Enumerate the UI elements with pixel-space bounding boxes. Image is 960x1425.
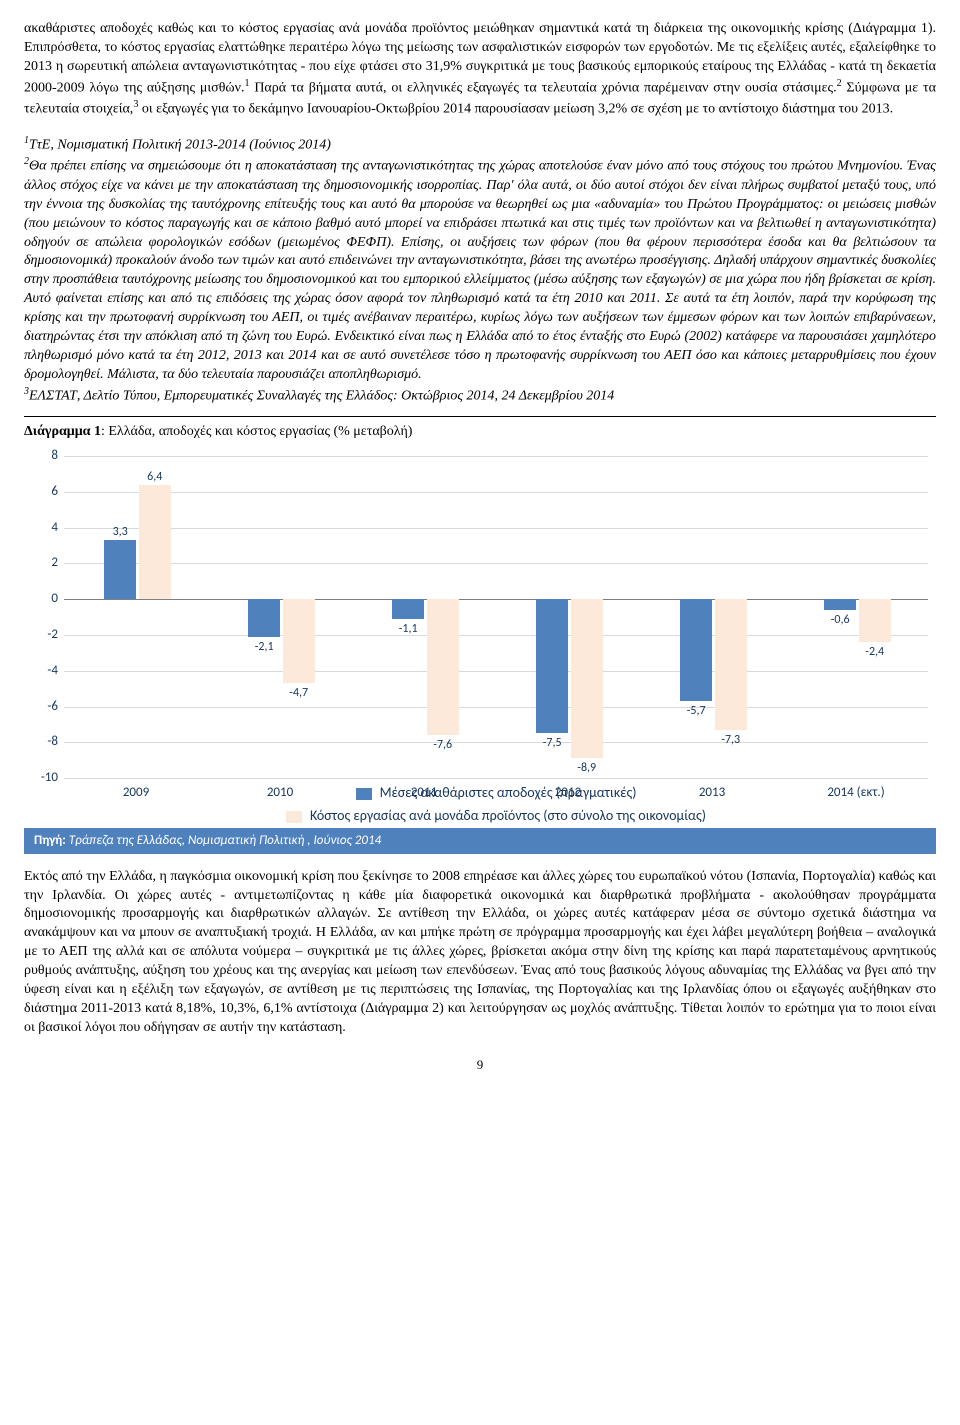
legend-label-b: Κόστος εργασίας ανά μονάδα προϊόντος (στ… — [310, 807, 706, 826]
legend-series-b: Κόστος εργασίας ανά μονάδα προϊόντος (στ… — [286, 807, 706, 826]
chart-bar — [536, 599, 568, 733]
chart-title-bold: Διάγραμμα 1 — [24, 424, 101, 439]
chart-group: 2014 (εκτ.)-0,6-2,4 — [784, 456, 928, 778]
chart-value-label: -7,6 — [423, 737, 463, 753]
chart-group: 20093,36,4 — [64, 456, 208, 778]
chart-ytick: -6 — [30, 698, 58, 716]
chart: -10-8-6-4-20246820093,36,42010-2,1-4,720… — [24, 448, 936, 828]
chart-bar — [859, 599, 891, 642]
footnotes-block: 1ΤτΕ, Νομισματική Πολιτική 2013-2014 (Ιο… — [24, 134, 936, 406]
legend-series-a: Μέσες ακαθάριστες αποδοχές (πραγματικές) — [356, 784, 637, 803]
chart-legend: Μέσες ακαθάριστες αποδοχές (πραγματικές)… — [64, 782, 928, 828]
chart-value-label: -7,5 — [532, 735, 572, 751]
source-text: Τράπεζα της Ελλάδας, Νομισματική Πολιτικ… — [66, 833, 381, 848]
chart-bar — [427, 599, 459, 735]
chart-group: 2013-5,7-7,3 — [640, 456, 784, 778]
chart-plot-area: -10-8-6-4-20246820093,36,42010-2,1-4,720… — [64, 456, 928, 778]
source-label: Πηγή: — [34, 833, 66, 848]
chart-bar — [392, 599, 424, 619]
p1-text-d: οι εξαγωγές για το δεκάμηνο Ιανουαρίου-Ο… — [138, 102, 893, 117]
footnote-2: 2Θα πρέπει επίσης να σημειώσουμε ότι η α… — [24, 155, 936, 384]
footnote-1-text: ΤτΕ, Νομισματική Πολιτική 2013-2014 (Ιού… — [29, 137, 331, 152]
chart-value-label: 3,3 — [100, 524, 140, 540]
chart-value-label: -4,7 — [279, 685, 319, 701]
chart-source: Πηγή: Τράπεζα της Ελλάδας, Νομισματική Π… — [24, 828, 936, 854]
chart-ytick: 6 — [30, 483, 58, 501]
chart-value-label: -7,3 — [711, 732, 751, 748]
chart-value-label: -8,9 — [567, 760, 607, 776]
legend-swatch-a — [356, 788, 372, 800]
chart-bar — [248, 599, 280, 637]
chart-ytick: 8 — [30, 447, 58, 465]
page-number: 9 — [24, 1056, 936, 1074]
chart-title: Διάγραμμα 1: Ελλάδα, αποδοχές και κόστος… — [24, 423, 936, 442]
footnote-2-text: Θα πρέπει επίσης να σημειώσουμε ότι η απ… — [24, 159, 936, 382]
paragraph-2: Εκτός από την Ελλάδα, η παγκόσμια οικονο… — [24, 868, 936, 1038]
chart-group: 2011-1,1-7,6 — [352, 456, 496, 778]
chart-value-label: -2,4 — [855, 644, 895, 660]
chart-bar — [139, 485, 171, 599]
chart-bar — [283, 599, 315, 683]
divider — [24, 416, 936, 417]
chart-ytick: -8 — [30, 734, 58, 752]
p2-text: Εκτός από την Ελλάδα, η παγκόσμια οικονο… — [24, 869, 936, 1035]
footnote-1: 1ΤτΕ, Νομισματική Πολιτική 2013-2014 (Ιο… — [24, 134, 936, 156]
chart-group: 2010-2,1-4,7 — [208, 456, 352, 778]
chart-bar — [680, 599, 712, 701]
chart-value-label: -5,7 — [676, 703, 716, 719]
chart-ytick: 2 — [30, 555, 58, 573]
chart-bar — [824, 599, 856, 610]
legend-swatch-b — [286, 811, 302, 823]
footnote-3: 3ΕΛΣΤΑΤ, Δελτίο Τύπου, Εμπορευματικές Συ… — [24, 385, 936, 407]
footnote-3-text: ΕΛΣΤΑΤ, Δελτίο Τύπου, Εμπορευματικές Συν… — [29, 388, 614, 403]
chart-value-label: -1,1 — [388, 621, 428, 637]
chart-title-rest: : Ελλάδα, αποδοχές και κόστος εργασίας (… — [101, 424, 412, 439]
chart-group: 2012-7,5-8,9 — [496, 456, 640, 778]
legend-label-a: Μέσες ακαθάριστες αποδοχές (πραγματικές) — [380, 784, 637, 803]
chart-value-label: -2,1 — [244, 639, 284, 655]
chart-value-label: 6,4 — [135, 469, 175, 485]
chart-value-label: -0,6 — [820, 612, 860, 628]
chart-ytick: -2 — [30, 626, 58, 644]
chart-bar — [571, 599, 603, 758]
chart-ytick: -4 — [30, 662, 58, 680]
p1-text-b: Παρά τα βήματα αυτά, οι ελληνικές εξαγωγ… — [249, 80, 836, 95]
chart-ytick: 0 — [30, 590, 58, 608]
chart-ytick: 4 — [30, 519, 58, 537]
chart-bar — [715, 599, 747, 730]
chart-container: -10-8-6-4-20246820093,36,42010-2,1-4,720… — [24, 448, 936, 854]
paragraph-1: ακαθάριστες αποδοχές καθώς και το κόστος… — [24, 20, 936, 120]
chart-ytick: -10 — [30, 769, 58, 787]
chart-gridline — [64, 778, 928, 779]
chart-bar — [104, 540, 136, 599]
